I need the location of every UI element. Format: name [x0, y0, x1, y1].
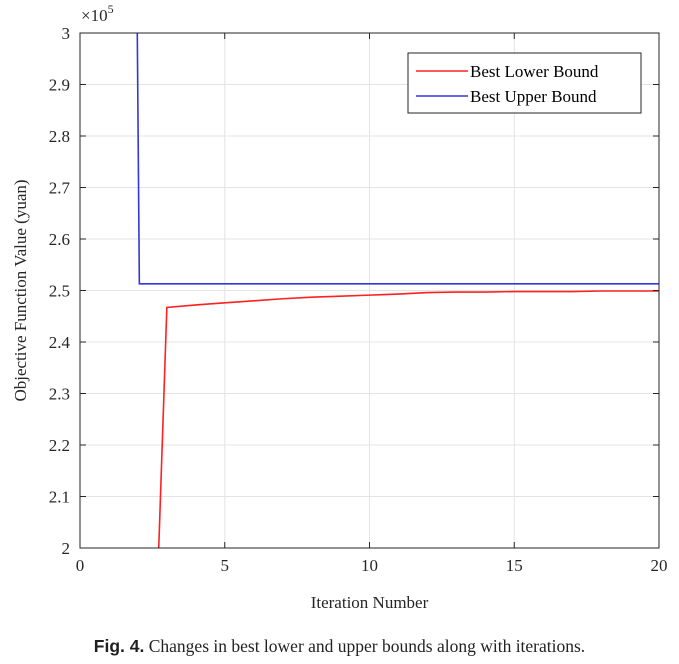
y-tick-label: 2.3 [49, 385, 70, 404]
y-tick-label: 2.5 [49, 282, 70, 301]
x-axis-label: Iteration Number [311, 593, 429, 612]
caption-prefix: Fig. 4. [93, 636, 145, 656]
series-line-best-lower-bound [157, 290, 659, 548]
y-tick-label: 2.7 [49, 179, 71, 198]
x-tick-label: 10 [361, 556, 378, 575]
y-tick-label: 2.8 [49, 127, 70, 146]
figure-caption: Fig. 4. Changes in best lower and upper … [0, 636, 679, 657]
y-tick-label: 2.9 [49, 76, 70, 95]
y-tick-label: 2 [62, 539, 71, 558]
y-axis-label: Objective Function Value (yuan) [11, 179, 30, 401]
legend-label-best-lower-bound: Best Lower Bound [470, 62, 599, 81]
y-tick-label: 2.1 [49, 488, 70, 507]
legend-label-best-upper-bound: Best Upper Bound [470, 87, 597, 106]
y-tick-label: 2.4 [49, 333, 71, 352]
y-tick-label: 3 [62, 24, 71, 43]
x-tick-label: 20 [651, 556, 668, 575]
x-tick-label: 0 [76, 556, 85, 575]
series-line-best-upper-bound [136, 33, 659, 285]
caption-text: Changes in best lower and upper bounds a… [144, 636, 586, 656]
y-tick-label: 2.6 [49, 230, 70, 249]
legend-box [407, 52, 642, 114]
y-axis-multiplier: ×105 [81, 2, 114, 25]
series-group [136, 33, 659, 548]
chart: 0 5 10 15 20 2 2.1 2.2 2.3 2.4 2.5 2.6 2.7 2.8 2.9 3 ×10… [11, 2, 668, 612]
x-tick-label: 15 [506, 556, 523, 575]
y-tick-label: 2.2 [49, 436, 70, 455]
x-tick-label: 5 [221, 556, 230, 575]
